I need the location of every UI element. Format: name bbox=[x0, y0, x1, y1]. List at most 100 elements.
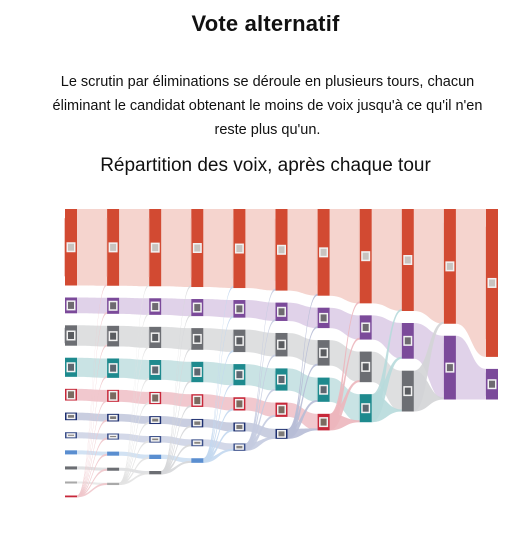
candidate-photo-face bbox=[278, 376, 285, 384]
vote-transfer-flow bbox=[287, 326, 318, 439]
candidate-node-band bbox=[190, 218, 192, 278]
candidate-node-band bbox=[358, 355, 360, 379]
page-title: Vote alternatif bbox=[191, 11, 340, 36]
candidate-photo-face bbox=[446, 364, 453, 372]
candidate-node-band bbox=[232, 332, 234, 350]
candidate-node-band bbox=[106, 218, 108, 277]
vote-transfer-flow bbox=[203, 429, 234, 463]
vote-flow bbox=[77, 297, 108, 314]
candidate-photo-face bbox=[194, 304, 201, 312]
vote-flow bbox=[455, 335, 486, 400]
vote-transfer-flow bbox=[77, 399, 108, 498]
vote-transfer-flow bbox=[161, 404, 192, 475]
vote-transfer-flow bbox=[329, 301, 360, 431]
candidate-node-band bbox=[274, 218, 276, 281]
candidate-photo-face bbox=[68, 363, 74, 371]
candidate-photo-face bbox=[194, 441, 201, 444]
vote-flow bbox=[203, 209, 234, 289]
vote-flow bbox=[77, 466, 108, 471]
vote-flow bbox=[119, 433, 150, 443]
vote-transfer-flow bbox=[161, 444, 192, 475]
candidate-node-band bbox=[148, 218, 150, 277]
vote-flow bbox=[287, 209, 318, 296]
vote-flow bbox=[77, 325, 108, 347]
candidate-photo-face bbox=[362, 363, 369, 371]
candidate-photo-face bbox=[236, 337, 243, 345]
vote-transfer-flow bbox=[413, 370, 444, 412]
candidate-photo-face bbox=[152, 244, 159, 252]
candidate-photo-face bbox=[68, 332, 74, 340]
vote-flow bbox=[77, 357, 108, 378]
candidate-photo-face bbox=[68, 415, 74, 418]
candidate-node-band bbox=[358, 220, 360, 293]
candidate-photo-face bbox=[236, 305, 243, 313]
vote-flow bbox=[161, 360, 192, 383]
candidate-photo-face bbox=[236, 445, 243, 449]
vote-transfer-flow bbox=[77, 437, 108, 498]
candidate-photo-face bbox=[152, 366, 159, 374]
candidate-photo-face bbox=[110, 416, 117, 419]
candidate-node-band bbox=[232, 366, 234, 383]
candidate-photo-face bbox=[110, 364, 117, 372]
candidate-photo-face bbox=[362, 252, 369, 260]
vote-transfer-flow bbox=[203, 448, 234, 463]
vote-flow bbox=[119, 451, 150, 460]
vote-flow bbox=[287, 332, 318, 366]
candidate-photo-face bbox=[194, 244, 201, 252]
candidate-photo-face bbox=[194, 335, 201, 343]
candidate-node-band bbox=[442, 343, 444, 392]
vote-transfer-flow bbox=[245, 318, 276, 451]
vote-transfer-flow bbox=[119, 472, 150, 486]
candidate-node bbox=[149, 471, 162, 475]
vote-flow bbox=[287, 368, 318, 402]
vote-flow bbox=[203, 328, 234, 353]
vote-transfer-flow bbox=[245, 388, 276, 451]
candidate-node-band bbox=[316, 219, 318, 286]
vote-flow bbox=[161, 416, 192, 428]
candidate-photo-face bbox=[278, 308, 285, 316]
vote-transfer-flow bbox=[119, 312, 150, 486]
candidate-photo-face bbox=[110, 302, 117, 310]
candidate-photo-face bbox=[68, 243, 74, 251]
vote-transfer-flow bbox=[119, 377, 150, 486]
candidate-photo-face bbox=[236, 371, 243, 379]
candidate-photo-face bbox=[489, 279, 495, 287]
vote-transfer-flow bbox=[119, 284, 150, 486]
candidate-node bbox=[149, 454, 162, 460]
candidate-node-band bbox=[485, 226, 486, 340]
candidate-node-band bbox=[316, 380, 318, 399]
candidate-node-band bbox=[190, 330, 192, 348]
candidate-node-band bbox=[64, 327, 65, 344]
vote-flow bbox=[203, 418, 234, 432]
candidate-node bbox=[65, 481, 77, 484]
vote-flow bbox=[77, 412, 108, 422]
candidate-photo-face bbox=[404, 337, 411, 345]
vote-transfer-flow bbox=[77, 344, 108, 498]
candidate-node-band bbox=[274, 335, 276, 354]
vote-transfer-flow bbox=[203, 383, 234, 463]
candidate-photo-face bbox=[320, 248, 327, 256]
vote-transfer-flow bbox=[161, 460, 192, 475]
vote-transfer-flow bbox=[203, 315, 234, 463]
candidate-node-band bbox=[316, 343, 318, 363]
vote-transfer-flow bbox=[119, 346, 150, 486]
vote-flow bbox=[287, 302, 318, 329]
candidate-photo-face bbox=[320, 386, 327, 394]
vote-flow bbox=[245, 364, 276, 391]
candidate-photo-face bbox=[236, 245, 243, 253]
vote-flow bbox=[161, 436, 192, 447]
vote-transfer-flow bbox=[161, 380, 192, 475]
candidate-node-band bbox=[64, 218, 65, 277]
candidate-photo-face bbox=[362, 404, 369, 412]
candidate-node-band bbox=[232, 218, 234, 279]
candidate-photo-face bbox=[68, 391, 74, 399]
vote-transfer-flow bbox=[161, 425, 192, 475]
candidate-photo-face bbox=[278, 246, 285, 254]
vote-transfer-flow bbox=[371, 394, 402, 423]
candidate-photo-face bbox=[278, 341, 285, 349]
vote-flow bbox=[161, 209, 192, 288]
vote-flow bbox=[455, 209, 486, 357]
candidate-node-band bbox=[148, 329, 150, 346]
candidate-node bbox=[107, 451, 120, 456]
